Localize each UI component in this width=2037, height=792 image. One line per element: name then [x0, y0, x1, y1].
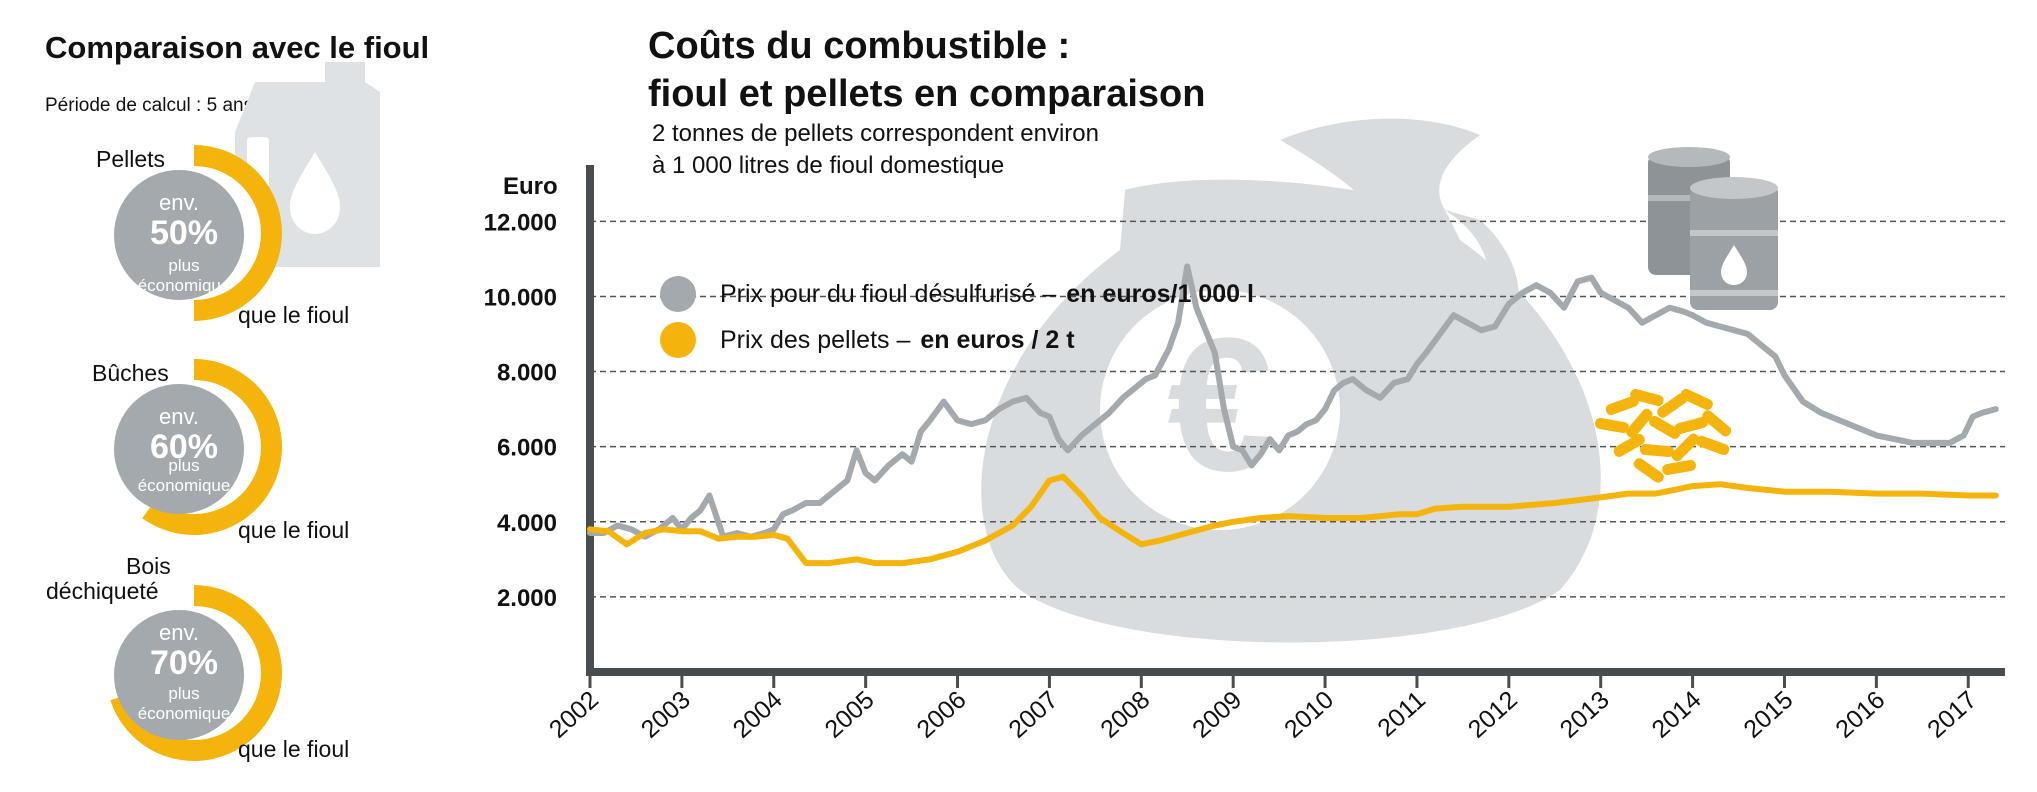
- chart-title: Coûts du combustible : fioul et pellets …: [648, 22, 1205, 118]
- chart-title-line1: Coûts du combustible :: [648, 25, 1071, 67]
- pellets-percent: 50%: [149, 214, 219, 252]
- legend-swatch-pellets: [660, 322, 696, 358]
- buches-economique: économique: [137, 476, 231, 495]
- left-panel-title: Comparaison avec le fioul: [45, 30, 430, 65]
- bois-suffix: que le fioul: [238, 736, 350, 762]
- bois-plus: plus: [168, 684, 200, 703]
- comparison-label-bois-line2: déchiqueté: [46, 578, 159, 604]
- chart-subtitle-line1: 2 tonnes de pellets correspondent enviro…: [652, 120, 1099, 147]
- y-tick-label: 6.000: [497, 435, 557, 462]
- legend-text-fioul: Prix pour du fioul désulfurisé –: [720, 279, 1057, 308]
- y-tick-label: 2.000: [497, 585, 557, 612]
- x-tick-label: 2013: [1555, 686, 1615, 744]
- pellets-economique: économique: [137, 276, 231, 295]
- comparison-label-buches: Bûches: [92, 360, 169, 386]
- x-tick-label: 2011: [1372, 686, 1431, 743]
- chart-subtitle-line2: à 1 000 litres de fioul domestique: [652, 152, 1005, 179]
- buches-percent: 60%: [149, 428, 219, 466]
- pellets-suffix: que le fioul: [238, 302, 350, 328]
- pellets-icon: [1595, 388, 1732, 483]
- buches-donut: [114, 359, 282, 535]
- series-line-fioul: [587, 263, 1999, 540]
- x-tick-label: 2016: [1830, 686, 1890, 744]
- buches-suffix: que le fioul: [238, 517, 350, 543]
- y-tick-label: 10.000: [484, 284, 557, 311]
- calculation-period: Période de calcul : 5 ans: [45, 95, 254, 116]
- x-tick-label: 2014: [1647, 686, 1707, 744]
- x-tick-label: 2002: [544, 686, 604, 744]
- bois-donut: [110, 585, 282, 761]
- buches-plus: plus: [168, 456, 200, 475]
- y-axis-label: Euro: [503, 173, 558, 200]
- pellets-env: env.: [159, 190, 199, 215]
- pellets-plus: plus: [168, 256, 200, 275]
- bois-economique: économique: [137, 704, 231, 723]
- chart-title-line2: fioul et pellets en comparaison: [648, 73, 1206, 115]
- bois-env: env.: [159, 620, 199, 645]
- legend-item-pellets: Prix des pellets – en euros / 2 t: [660, 322, 1075, 358]
- x-tick-label: 2009: [1187, 686, 1247, 744]
- x-tick-label: 2015: [1738, 686, 1798, 744]
- comparison-label-pellets: Pellets: [96, 146, 166, 172]
- y-tick-label: 8.000: [497, 360, 557, 387]
- oil-barrel-icon: [1648, 147, 1778, 310]
- x-tick-label: 2005: [820, 686, 880, 744]
- pellets-donut: [114, 145, 282, 321]
- x-tick-label: 2008: [1095, 686, 1155, 744]
- x-tick-label: 2010: [1279, 686, 1339, 744]
- x-tick-label: 2004: [728, 686, 788, 744]
- x-tick-label: 2003: [636, 686, 696, 744]
- legend-text-pellets: Prix des pellets –: [720, 325, 911, 354]
- y-tick-label: 12.000: [484, 209, 557, 236]
- series-line-pellets: [587, 473, 1999, 567]
- bois-percent: 70%: [149, 644, 219, 682]
- svg-text:€: €: [1167, 299, 1273, 511]
- legend-bold-fioul: en euros/1 000 l: [1066, 279, 1254, 308]
- legend-swatch-fioul: [660, 276, 696, 312]
- money-bag-icon: €: [981, 118, 1601, 643]
- x-tick-label: 2017: [1922, 686, 1982, 744]
- x-tick-label: 2007: [1003, 686, 1063, 744]
- buches-env: env.: [159, 404, 199, 429]
- y-tick-label: 4.000: [497, 510, 557, 537]
- comparison-label-bois-line1: Bois: [126, 553, 171, 579]
- legend-bold-pellets: en euros / 2 t: [920, 325, 1075, 354]
- x-tick-label: 2012: [1463, 686, 1523, 744]
- chart-subtitle: 2 tonnes de pellets correspondent enviro…: [652, 118, 1099, 182]
- x-tick-label: 2006: [911, 686, 971, 744]
- legend-item-fioul: Prix pour du fioul désulfurisé – en euro…: [660, 276, 1254, 312]
